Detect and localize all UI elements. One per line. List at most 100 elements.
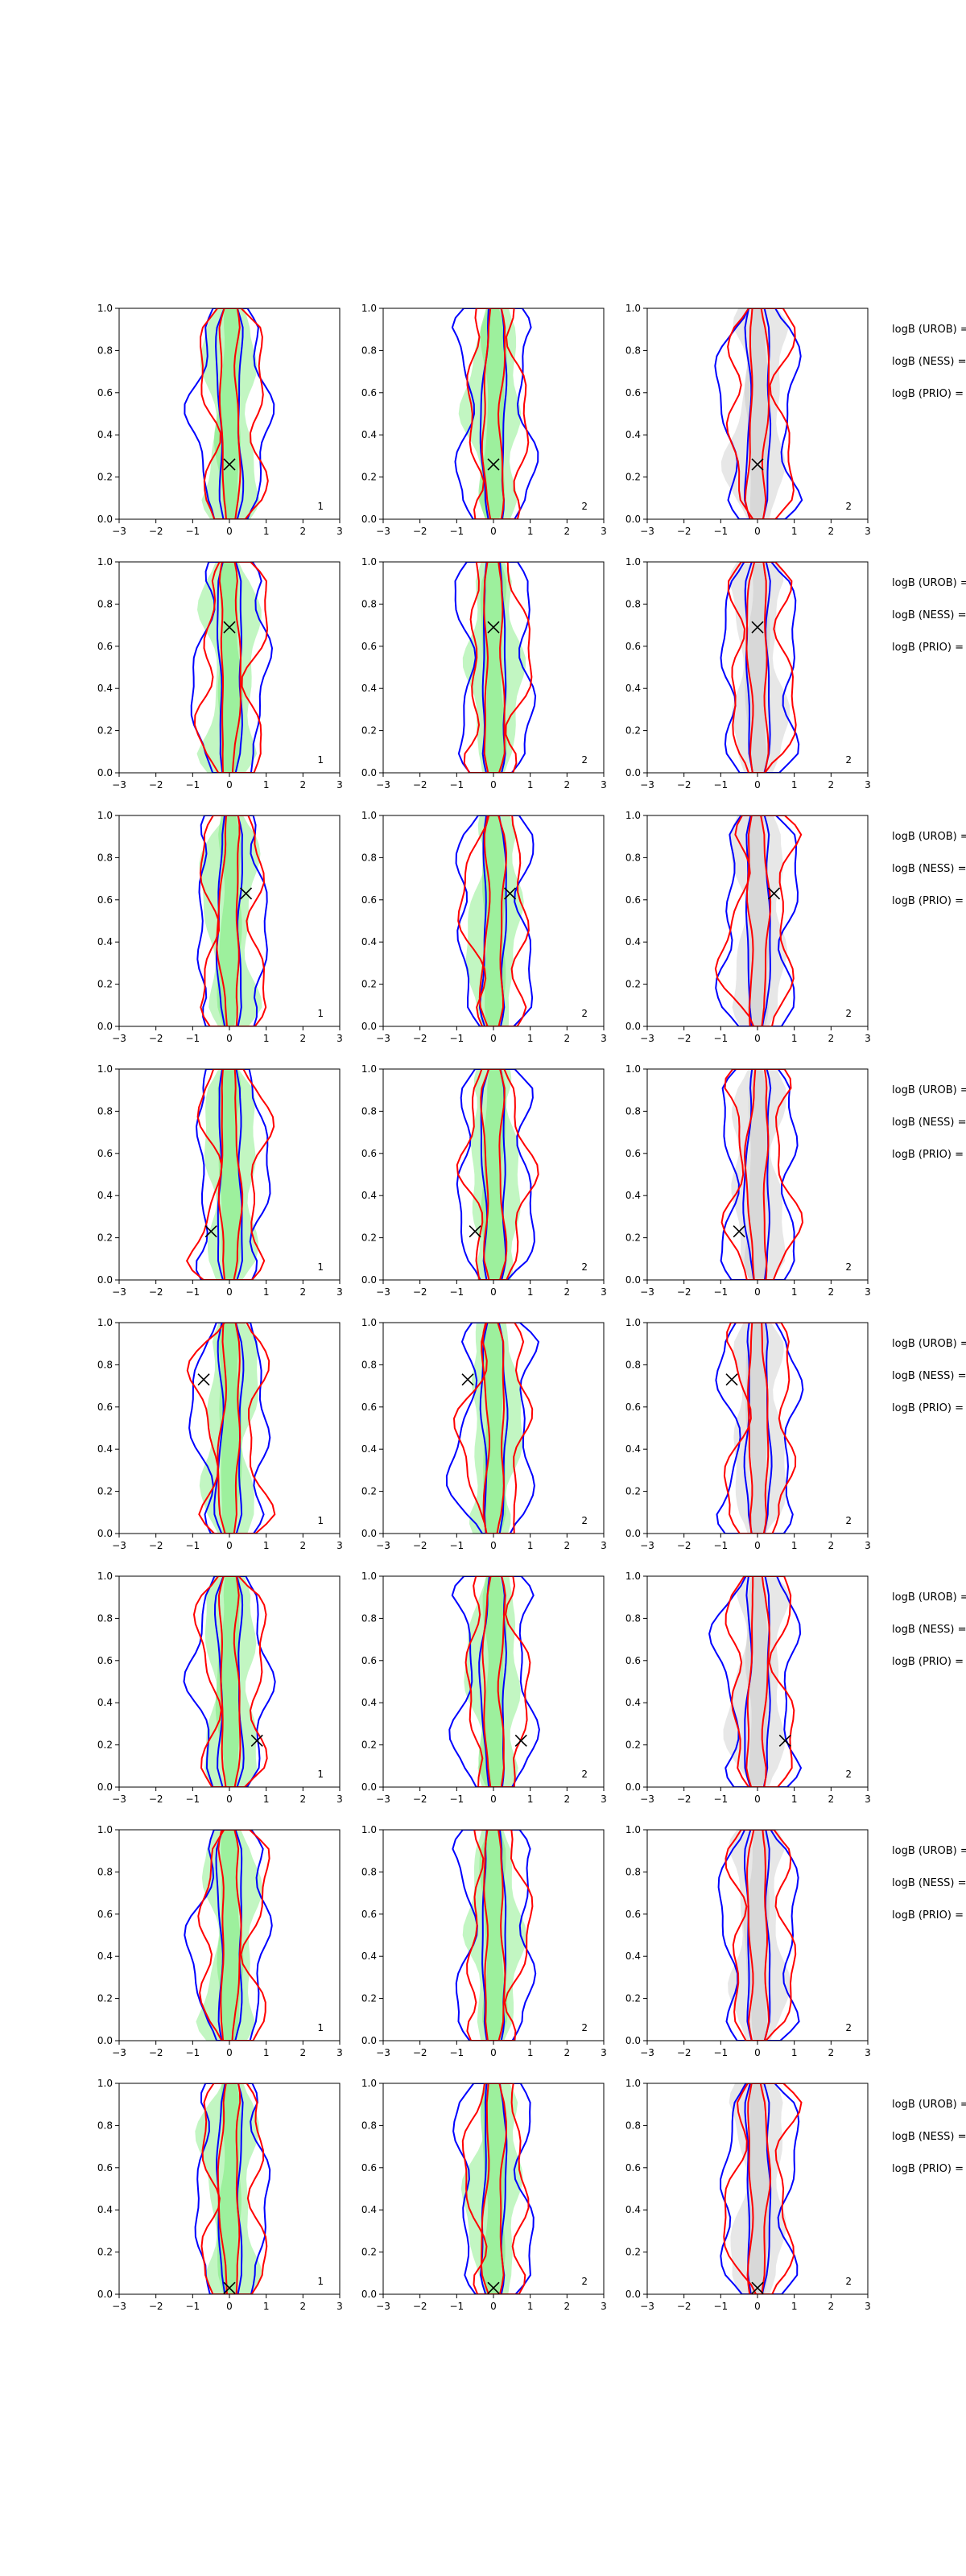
contour-blue-inner [745, 815, 771, 1026]
x-tick-label: 2 [564, 1794, 571, 1805]
x-tick-label: 2 [828, 1286, 835, 1298]
y-tick-label: 0.0 [625, 1021, 641, 1032]
x-tick-label: −3 [376, 1540, 390, 1551]
contour-red-inner [218, 308, 242, 519]
x-tick-label: −1 [185, 1033, 200, 1044]
y-tick-label: 0.6 [97, 1402, 113, 1413]
y-tick-label: 0.8 [361, 1612, 377, 1624]
plot-area [184, 1830, 273, 2041]
x-tick-label: 1 [791, 1033, 798, 1044]
marker-stroke [487, 2281, 500, 2294]
y-tick-label: 0.0 [625, 2289, 641, 2300]
contour-red-outer [724, 1830, 797, 2041]
x-tick-label: 2 [828, 526, 835, 537]
y-tick-label: 0.2 [625, 979, 641, 990]
y-tick-label: 0.6 [361, 2162, 377, 2174]
contour-red-outer [200, 2083, 268, 2294]
y-tick-label: 0.2 [97, 2247, 113, 2258]
plot-area [714, 308, 803, 519]
legend-row-7: logB (UROB) = logB (NESS) = logB (PRIO) = [892, 1845, 966, 1922]
y-tick-label: 1.0 [97, 1063, 113, 1075]
marker-stroke [223, 2281, 236, 2294]
y-tick-label: 0.2 [625, 472, 641, 483]
x-tick-label: 0 [490, 1033, 497, 1044]
y-tick-label: 0.6 [361, 894, 377, 906]
contour-red-outer [466, 308, 530, 519]
y-tick-label: 1.0 [97, 2078, 113, 2089]
y-tick-label: 0.8 [625, 2120, 641, 2131]
x-tick-label: −2 [413, 1033, 427, 1044]
x-tick-label: −3 [376, 1286, 390, 1298]
plot-area [720, 2083, 803, 2294]
plot-area [186, 1323, 276, 1534]
y-tick-label: 0.4 [361, 936, 377, 947]
logb-legend-line: logB (PRIO) = [892, 1402, 964, 1414]
x-tick-label: 0 [226, 2047, 233, 2058]
x-tick-label: 3 [336, 526, 343, 537]
y-tick-label: 0.0 [361, 2289, 377, 2300]
y-tick-label: 0.0 [97, 767, 113, 778]
x-tick-label: 1 [527, 779, 534, 791]
panel-index-label: 1 [317, 1261, 324, 1273]
panel-index-label: 2 [581, 754, 588, 766]
logb-legend-line: logB (UROB) = [892, 1845, 966, 1857]
logb-legend-line: logB (NESS) = [892, 356, 966, 368]
contour-red-inner [217, 2083, 242, 2294]
x-tick-label: −2 [149, 2047, 163, 2058]
panel-r7-c2: −3 −2 −1 0 1 2 3 0.0 0.2 0.4 0.6 0.8 1.0 2 [361, 1824, 607, 2058]
x-tick-label: −1 [185, 779, 200, 791]
x-tick-label: 2 [828, 2047, 835, 2058]
x-tick-label: −1 [185, 1286, 200, 1298]
contour-red-inner [746, 2083, 772, 2294]
x-tick-label: 1 [791, 2301, 798, 2312]
panel-r3-c3: −3 −2 −1 0 1 2 3 0.0 0.2 0.4 0.6 0.8 1.0 2 [625, 810, 871, 1044]
x-tick-label: 0 [490, 779, 497, 791]
y-tick-label: 0.6 [361, 641, 377, 652]
marker-stroke [239, 887, 253, 900]
y-tick-label: 0.2 [97, 472, 113, 483]
x-tick-label: 1 [263, 1286, 270, 1298]
logb-legend-line: logB (PRIO) = [892, 2163, 964, 2175]
y-tick-label: 1.0 [625, 2078, 641, 2089]
x-tick-label: −3 [640, 779, 654, 791]
contour-blue-inner [744, 1576, 771, 1787]
y-tick-label: 0.0 [97, 1781, 113, 1793]
x-tick-label: −1 [713, 1286, 728, 1298]
y-tick-label: 0.4 [625, 1190, 641, 1201]
contour-blue-outer [183, 1576, 276, 1787]
x-tick-label: 2 [564, 526, 571, 537]
x-tick-label: 1 [527, 1540, 534, 1551]
x-tick-label: −2 [677, 2301, 691, 2312]
marker-stroke [197, 1373, 210, 1386]
y-tick-label: 0.0 [97, 1528, 113, 1539]
y-tick-label: 0.2 [97, 979, 113, 990]
y-tick-label: 0.2 [361, 979, 377, 990]
x-tick-label: −3 [640, 1286, 654, 1298]
x-tick-label: −2 [149, 526, 163, 537]
x-tick-label: −1 [449, 2047, 464, 2058]
contour-red-outer [456, 1069, 539, 1280]
x-tick-label: 0 [754, 2301, 761, 2312]
x-tick-label: 3 [865, 1286, 871, 1298]
density-fill-inner [482, 1323, 506, 1534]
y-tick-label: 0.8 [97, 1105, 113, 1117]
panel-index-label: 1 [317, 1769, 324, 1780]
y-tick-label: 0.2 [97, 725, 113, 737]
contour-blue-inner [743, 1323, 773, 1534]
marker-stroke [767, 887, 781, 900]
x-tick-label: −2 [677, 1033, 691, 1044]
y-tick-label: 0.2 [97, 1740, 113, 1751]
panel-r4-c2: −3 −2 −1 0 1 2 3 0.0 0.2 0.4 0.6 0.8 1.0 2 [361, 1063, 607, 1298]
marker-stroke [514, 1734, 527, 1747]
x-tick-label: 3 [336, 2301, 343, 2312]
y-tick-label: 0.6 [361, 1402, 377, 1413]
y-tick-label: 1.0 [361, 1317, 377, 1328]
x-tick-label: 3 [601, 2301, 607, 2312]
y-tick-label: 1.0 [625, 1824, 641, 1835]
y-tick-label: 1.0 [361, 2078, 377, 2089]
contour-red-outer [466, 1830, 534, 2041]
y-tick-label: 0.4 [361, 1951, 377, 1962]
true-value-marker [197, 1373, 210, 1386]
y-tick-label: 0.4 [625, 1697, 641, 1708]
x-tick-label: 3 [865, 1794, 871, 1805]
